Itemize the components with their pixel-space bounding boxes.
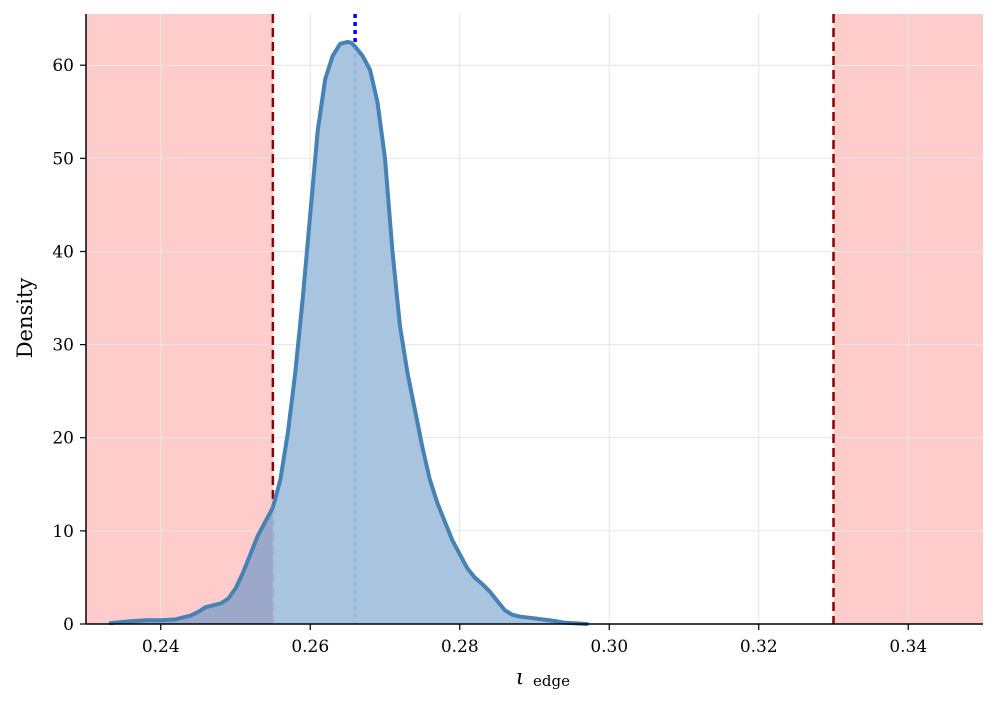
density-line — [108, 39, 589, 626]
y-tick-label-0: 0 — [63, 615, 74, 635]
y-tick-label-3: 30 — [52, 336, 74, 356]
x-tick-label-2: 0.28 — [441, 637, 479, 657]
y-axis-ticks: 0 10 20 30 40 50 60 — [52, 56, 86, 635]
density-series — [108, 39, 589, 626]
x-tick-label-5: 0.34 — [889, 637, 927, 657]
density-area — [110, 41, 587, 624]
axes — [85, 14, 983, 625]
x-axis-label-subscript: edge — [533, 672, 570, 690]
y-tick-label-5: 50 — [52, 149, 74, 169]
y-tick-label-4: 40 — [52, 242, 74, 262]
x-axis-label: ι — [516, 665, 524, 689]
x-tick-label-3: 0.30 — [590, 637, 628, 657]
y-axis-label: Density — [13, 278, 37, 359]
x-tick-label-4: 0.32 — [740, 637, 778, 657]
y-tick-label-1: 10 — [52, 522, 74, 542]
x-tick-label-0: 0.24 — [142, 637, 180, 657]
y-tick-label-6: 60 — [52, 56, 74, 76]
x-tick-label-1: 0.26 — [291, 637, 329, 657]
y-tick-label-2: 20 — [52, 429, 74, 449]
shaded-band-0 — [86, 14, 273, 624]
x-axis-ticks: 0.24 0.26 0.28 0.30 0.32 0.34 — [142, 624, 927, 657]
shaded-bands — [86, 14, 983, 624]
